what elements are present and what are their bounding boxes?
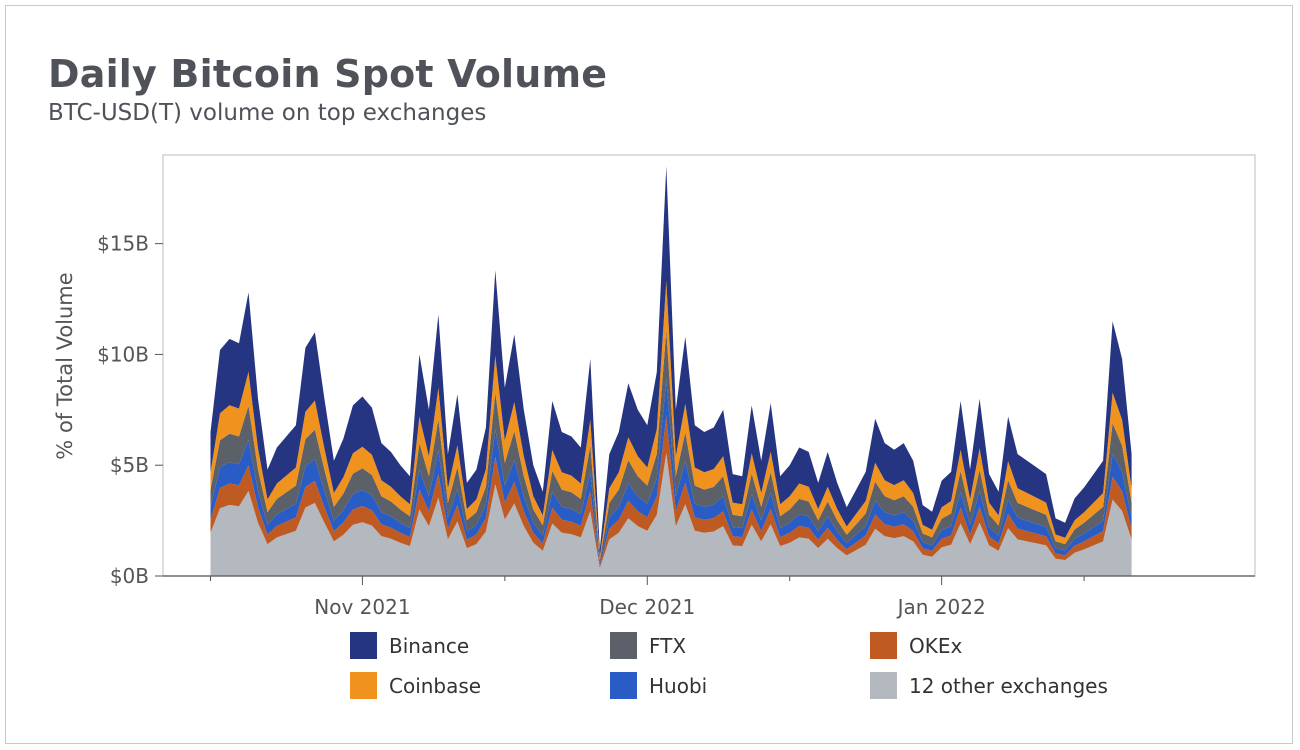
legend-label: Huobi <box>649 673 708 698</box>
series-area-binance <box>210 166 1132 557</box>
chart-title: Daily Bitcoin Spot Volume <box>48 52 608 96</box>
x-tick-label: Nov 2021 <box>314 595 410 619</box>
x-tick-label: Jan 2022 <box>896 595 986 619</box>
y-tick-label: $5B <box>110 453 149 477</box>
y-tick-label: $10B <box>97 342 149 366</box>
legend: Binance FTX OKEx Coinbase Huobi 12 other… <box>350 632 1190 712</box>
legend-item-binance[interactable]: Binance <box>350 632 469 659</box>
legend-label: Coinbase <box>389 673 482 698</box>
series-area-ftx <box>210 330 1132 564</box>
legend-item-okex[interactable]: OKEx <box>870 632 962 659</box>
legend-swatch <box>350 632 377 659</box>
legend-label: OKEx <box>909 633 963 658</box>
y-axis: $0B $5B $10B $15B <box>97 232 163 588</box>
x-tick-label: Dec 2021 <box>599 595 695 619</box>
legend-item-ftx[interactable]: FTX <box>610 632 686 659</box>
series-area-huobi <box>210 379 1132 566</box>
legend-item-huobi[interactable]: Huobi <box>610 672 707 699</box>
chart-subtitle: BTC-USD(T) volume on top exchanges <box>48 100 487 126</box>
series-area-12-other-exchanges <box>210 453 1132 576</box>
series-area-okex <box>210 416 1132 568</box>
legend-item-other-exchanges[interactable]: 12 other exchanges <box>870 672 1108 699</box>
series-area-coinbase <box>210 280 1132 560</box>
legend-swatch <box>350 672 377 699</box>
y-axis-label: % of Total Volume <box>53 272 77 459</box>
legend-label: 12 other exchanges <box>909 673 1108 698</box>
legend-swatch <box>870 672 897 699</box>
y-tick-label: $0B <box>110 564 149 588</box>
legend-swatch <box>610 672 637 699</box>
series-areas <box>210 166 1132 576</box>
legend-label: FTX <box>649 633 687 658</box>
legend-item-coinbase[interactable]: Coinbase <box>350 672 481 699</box>
x-axis: Nov 2021 Dec 2021 Jan 2022 <box>163 575 1255 619</box>
legend-swatch <box>610 632 637 659</box>
legend-label: Binance <box>389 633 470 658</box>
y-tick-label: $15B <box>97 232 149 256</box>
legend-swatch <box>870 632 897 659</box>
